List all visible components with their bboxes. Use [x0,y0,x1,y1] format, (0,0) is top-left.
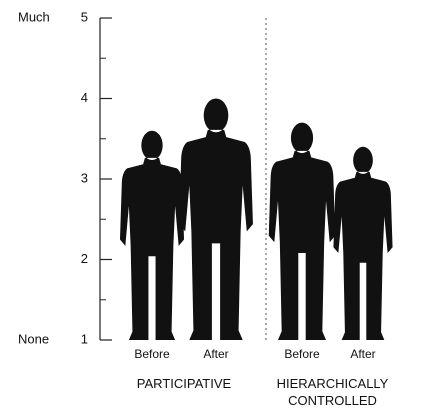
y-tick-label: 1 [81,331,88,346]
category-label: HIERARCHICALLY CONTROLLED [268,375,398,409]
person-figure [333,147,392,340]
y-low-label: None [18,331,49,346]
person-figure [179,99,253,341]
y-tick-label: 5 [81,9,88,24]
person-figure [269,123,336,340]
page: Much None 1 2 3 4 5 Before After Before After PA… [0,0,427,419]
series-label: Before [284,347,320,361]
y-tick-label: 3 [81,170,88,185]
series-label: After [203,347,228,361]
y-tick-label: 4 [81,90,88,105]
y-tick-label: 2 [81,251,88,266]
chart: Much None 1 2 3 4 5 Before After Before After [0,0,427,419]
series-label: After [350,347,375,361]
y-high-label: Much [18,9,50,24]
series-label: Before [134,347,170,361]
person-figure [120,131,184,340]
category-label: PARTICIPATIVE [119,375,249,392]
